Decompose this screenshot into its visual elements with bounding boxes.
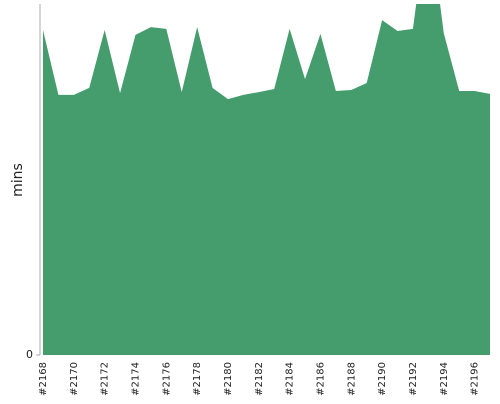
x-tick-label: #2178: [192, 362, 203, 396]
x-tick-label: #2188: [346, 362, 357, 396]
x-tick-label: #2190: [377, 362, 388, 396]
x-tick-label: #2172: [100, 362, 111, 396]
x-tick-label: #2180: [223, 362, 234, 396]
x-tick-label: #2174: [130, 362, 141, 396]
x-tick-label: #2192: [408, 362, 419, 396]
x-tick-label: #2176: [161, 362, 172, 396]
y-tick-label: 0: [26, 348, 33, 361]
x-tick-label: #2196: [470, 362, 481, 396]
y-axis-label: mins: [10, 163, 26, 197]
x-tick-label: #2168: [38, 362, 49, 396]
x-tick-label: #2184: [285, 362, 296, 396]
x-tick-label: #2186: [315, 362, 326, 396]
x-tick-label: #2182: [254, 362, 265, 396]
x-tick-label: #2170: [69, 362, 80, 396]
x-tick-label: #2194: [439, 362, 450, 396]
area: [43, 4, 490, 355]
